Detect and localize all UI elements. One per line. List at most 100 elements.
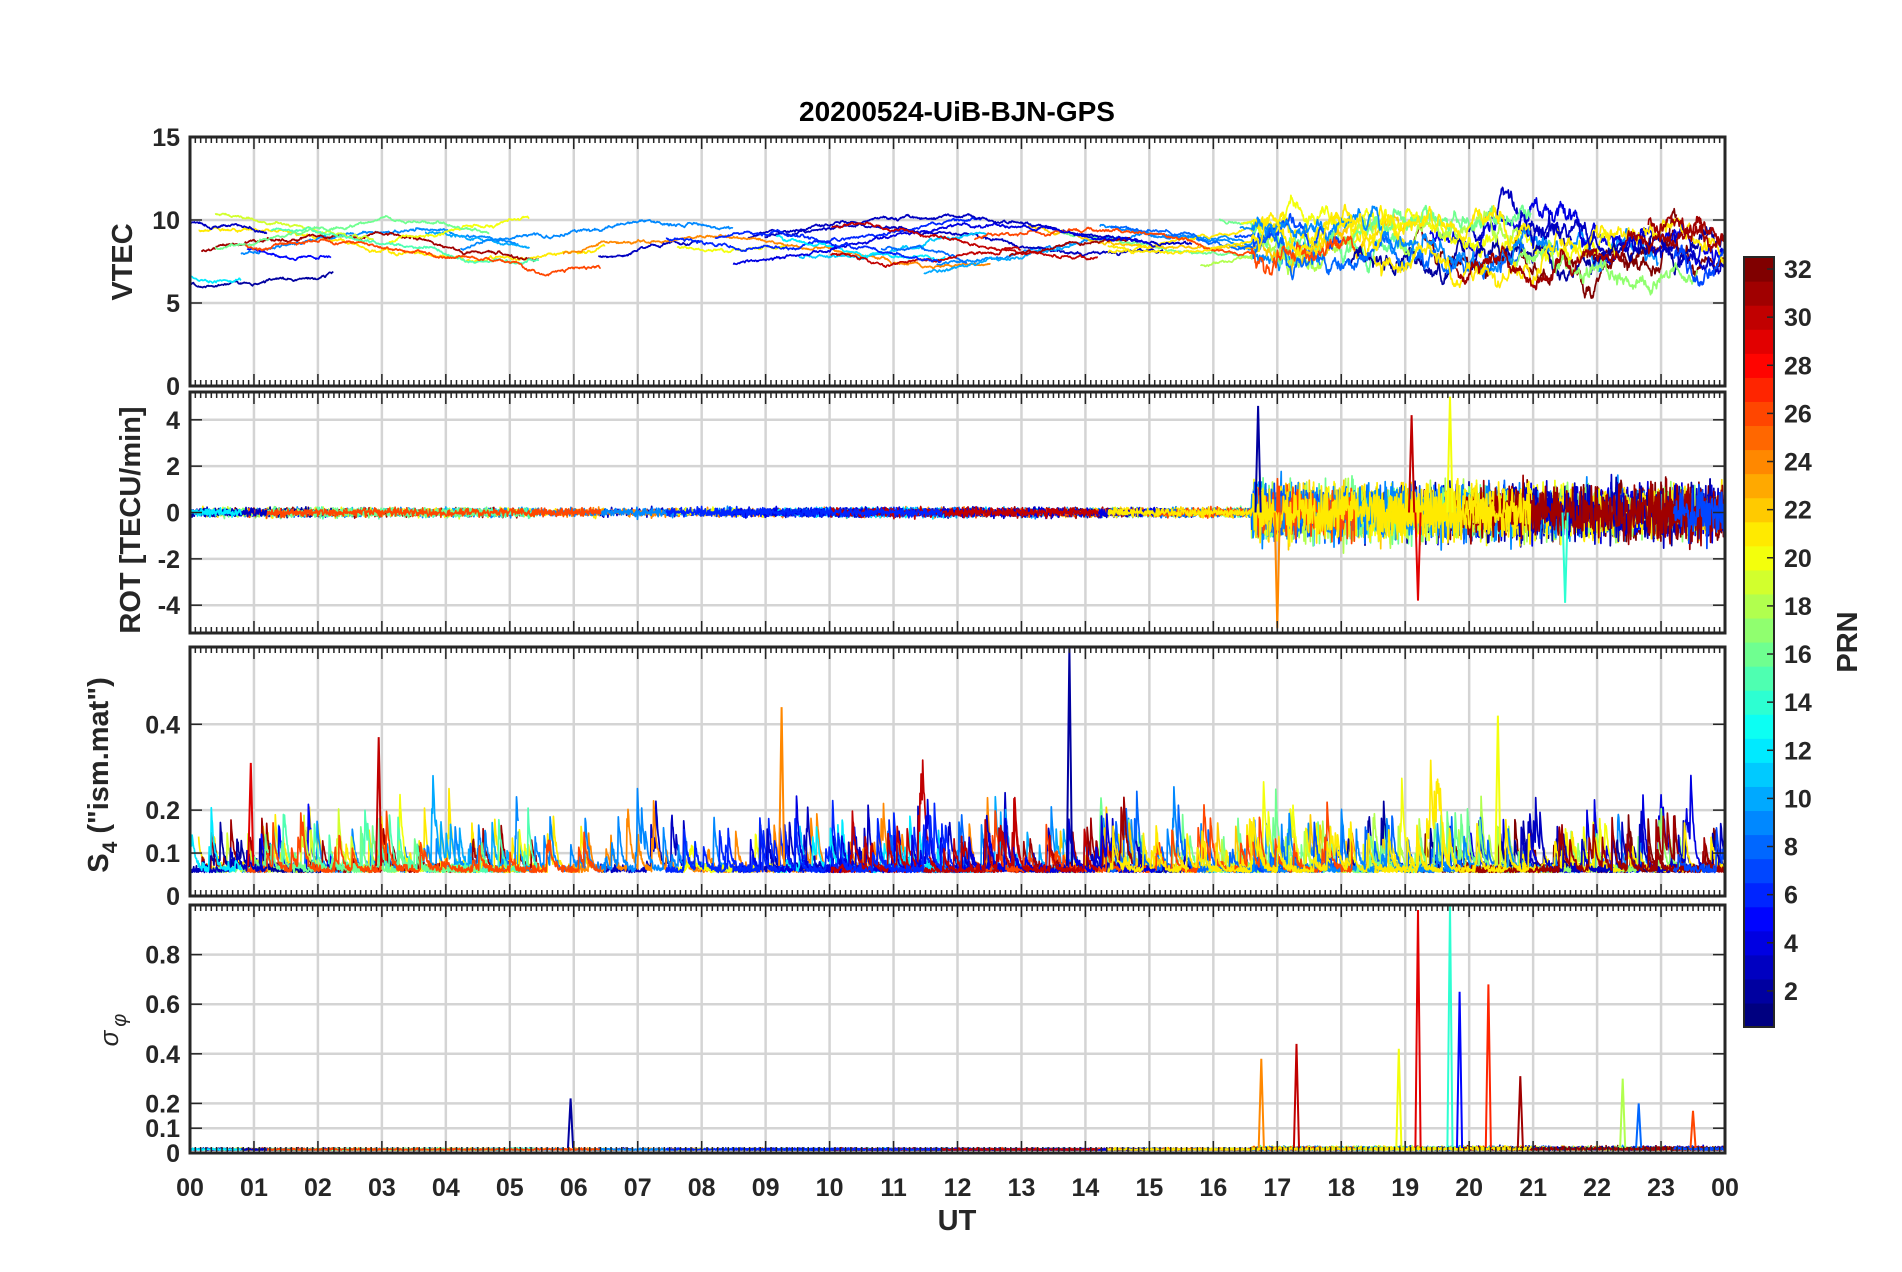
y-tick-label: -4 <box>158 592 180 620</box>
series-line-prn-8 <box>880 244 968 264</box>
y-tick-label: 0.2 <box>145 1090 180 1118</box>
series-line-prn-2 <box>1346 226 1725 286</box>
peak-spike <box>1414 512 1422 601</box>
peak-spike <box>1456 991 1464 1149</box>
x-tick-label: 12 <box>944 1174 972 1202</box>
colorbar-tick-label: 14 <box>1784 689 1812 717</box>
panel-rot-ytick-labels: -4 -2 0 2 4 <box>158 407 180 620</box>
peak-spike <box>1065 647 1073 866</box>
peak-spike <box>1292 1043 1300 1149</box>
colorbar-tick-label: 18 <box>1784 593 1812 621</box>
series-line-prn-3 <box>1515 214 1725 276</box>
colorbar-band <box>1744 281 1774 306</box>
series-line-prn-4 <box>829 222 1156 251</box>
x-tick-label: 15 <box>1135 1174 1163 1202</box>
x-tick-label: 08 <box>688 1174 716 1202</box>
peak-spike <box>567 1098 575 1149</box>
x-tick-label: 16 <box>1199 1174 1227 1202</box>
peak-spike <box>375 737 383 866</box>
x-tick-label: 06 <box>560 1174 588 1202</box>
colorbar-tick-label: 24 <box>1784 449 1812 477</box>
series-line-prn-4 <box>732 242 849 266</box>
peak-spike <box>1257 1058 1265 1149</box>
y-tick-label: 0.1 <box>145 840 180 868</box>
x-tick-label: 04 <box>432 1174 460 1202</box>
colorbar-tick-label: 16 <box>1784 641 1812 669</box>
x-tick-label: 19 <box>1391 1174 1419 1202</box>
series-line-prn-4 <box>1429 197 1725 266</box>
x-tick-label: 05 <box>496 1174 524 1202</box>
series-line-prn-16 <box>214 214 490 251</box>
peak-spike <box>1254 405 1262 513</box>
series-line-prn-16 <box>1055 229 1336 270</box>
colorbar-bands <box>1744 257 1774 1028</box>
colorbar-tick-label: 30 <box>1784 304 1812 332</box>
series-line-prn-9 <box>459 219 734 251</box>
y-tick-label: 0.6 <box>145 991 180 1019</box>
peak-spike <box>1446 396 1454 513</box>
series-line-prn-31 <box>1647 217 1725 249</box>
colorbar-tick-label: 22 <box>1784 497 1812 525</box>
colorbar-band <box>1744 569 1774 595</box>
series-line-prn-3 <box>190 221 268 235</box>
panel-s4-series <box>190 647 1725 874</box>
peak-spike <box>1395 1048 1403 1149</box>
series-line-prn-21 <box>198 226 606 263</box>
series-line-prn-6 <box>714 505 943 519</box>
y-tick-label: 5 <box>166 290 180 318</box>
series-line-prn-3 <box>190 847 268 874</box>
peak-spike <box>1689 1110 1697 1149</box>
colorbar-tick-label: 12 <box>1784 737 1812 765</box>
series-line-prn-3 <box>597 239 702 259</box>
panel-s4-grid <box>190 647 1725 896</box>
colorbar-band <box>1744 666 1774 691</box>
colorbar-band <box>1744 762 1774 787</box>
colorbar-band <box>1744 377 1774 402</box>
peak-spike <box>778 707 786 866</box>
colorbar-band <box>1744 906 1774 932</box>
y-tick-label: 0 <box>166 500 180 528</box>
series-line-prn-21 <box>1107 759 1532 874</box>
series-line-prn-21 <box>1373 217 1725 289</box>
chart-title: 20200524-UiB-BJN-GPS <box>799 96 1115 127</box>
colorbar-band <box>1744 714 1774 739</box>
s4-ylabel-sub: 4 <box>99 841 122 853</box>
series-line-prn-16 <box>1345 204 1532 253</box>
y-tick-label: 0.4 <box>145 711 180 739</box>
series-line-prn-26 <box>973 226 1356 276</box>
series-line-prn-6 <box>714 228 942 263</box>
panel-vtec-series <box>190 186 1725 299</box>
series-line-prn-12 <box>190 806 242 873</box>
panel-s4: 0 0.1 0.2 0.4 S4 ("ism.mat") <box>83 645 1727 911</box>
panel-sigma-phi-grid <box>190 905 1725 1153</box>
x-tick-label: 01 <box>240 1174 268 1202</box>
y-tick-label: 2 <box>166 453 180 481</box>
colorbar-tick-label: 6 <box>1784 882 1798 910</box>
s4-ylabel-main: S <box>83 853 115 872</box>
series-line-prn-30 <box>831 221 1099 261</box>
panel-rot-series <box>190 396 1725 629</box>
x-tick-label: 13 <box>1008 1174 1036 1202</box>
series-line-prn-24 <box>562 233 991 270</box>
x-tick-labels: 00 01 02 03 04 05 06 07 08 09 10 11 12 13 14 15 16 17 18 19… <box>176 1174 1739 1202</box>
series-line-prn-20 <box>388 215 530 244</box>
x-tick-label: 23 <box>1647 1174 1675 1202</box>
y-tick-label: 0.2 <box>145 797 180 825</box>
colorbar-band <box>1744 473 1774 499</box>
panel-vtec-ytick-labels: 0 5 10 15 <box>152 124 180 401</box>
peak-spike <box>1408 415 1416 513</box>
series-line-prn-19 <box>214 212 375 241</box>
sigma-ylabel-sub: φ <box>109 1014 131 1027</box>
panel-vtec: 0 5 10 15 VTEC <box>107 124 1727 401</box>
colorbar-band <box>1744 1002 1774 1028</box>
x-tick-label: 10 <box>816 1174 844 1202</box>
x-tick-label: 07 <box>624 1174 652 1202</box>
colorbar-band <box>1744 425 1774 451</box>
colorbar-band <box>1744 954 1774 980</box>
y-tick-label: 0 <box>166 1140 180 1168</box>
peak-spike <box>1484 984 1492 1149</box>
y-tick-label: 4 <box>166 407 180 435</box>
colorbar-tick-label: 8 <box>1784 834 1798 862</box>
